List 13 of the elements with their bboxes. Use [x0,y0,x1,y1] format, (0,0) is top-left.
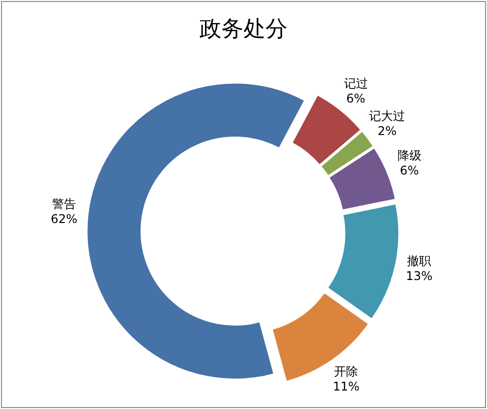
data-label: 13% [406,268,433,283]
data-label: 6% [346,92,366,106]
slice-label: 记大过 [369,109,406,124]
data-label: 11% [332,379,360,394]
data-label: 2% [378,124,397,138]
slice-label: 降级 [397,148,422,162]
data-label: 62% [50,212,78,226]
data-label: 6% [400,163,419,178]
slice-label: 开除 [334,364,358,378]
chart-title: 政务处分 [200,17,288,42]
slice-label: 警告 [52,196,76,211]
slice-label: 撤职 [407,254,432,268]
slice-label: 记过 [344,76,368,91]
